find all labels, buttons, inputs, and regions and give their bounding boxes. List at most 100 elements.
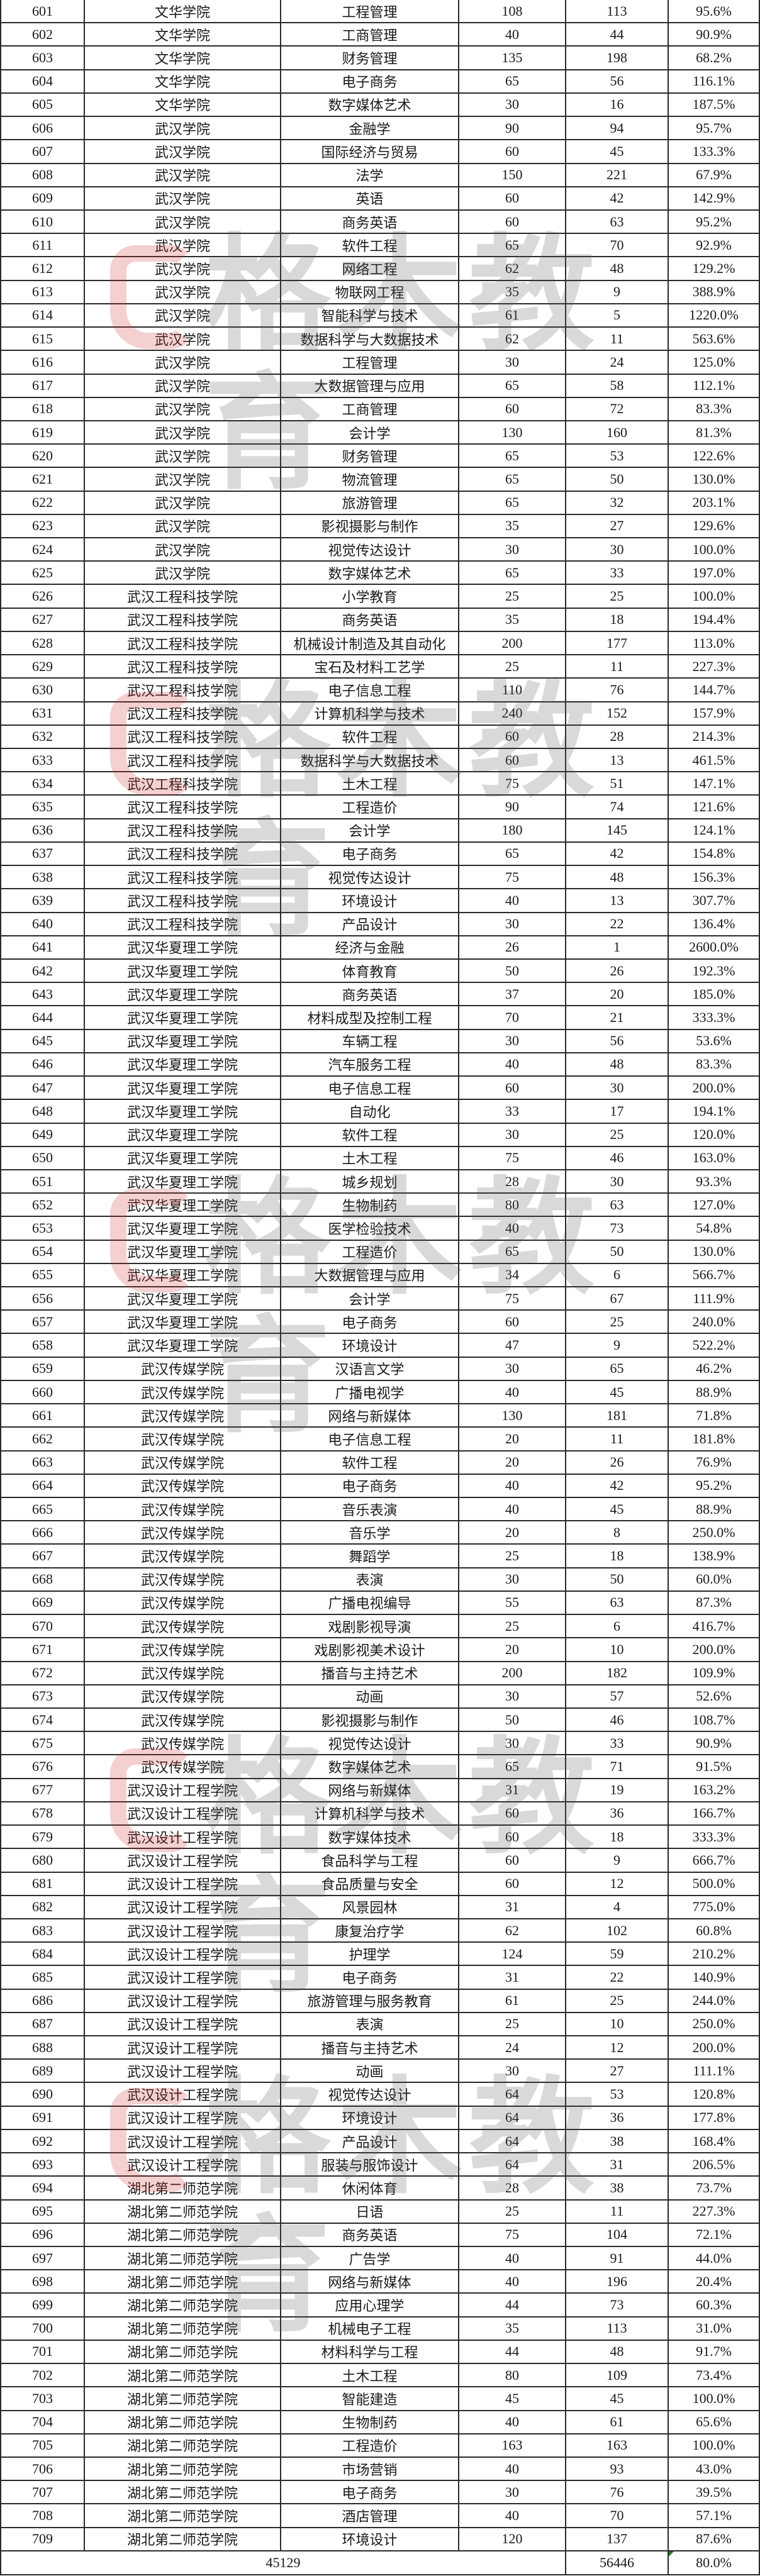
ratio: 194.1% xyxy=(669,1100,760,1123)
school-name: 武汉学院 xyxy=(85,234,281,257)
major-name: 商务英语 xyxy=(281,983,459,1006)
applicant-count: 21 xyxy=(566,1006,669,1029)
ratio: 112.1% xyxy=(669,374,760,397)
major-name: 自动化 xyxy=(281,1100,459,1123)
ratio: 88.9% xyxy=(669,1380,760,1404)
table-row: 620 武汉学院 财务管理 65 53 122.6% xyxy=(0,445,760,469)
school-name: 武汉学院 xyxy=(85,280,281,303)
plan-count: 50 xyxy=(459,1708,566,1731)
row-number: 707 xyxy=(0,2481,85,2504)
major-name: 风景园林 xyxy=(281,1896,459,1918)
table-row: 617 武汉学院 大数据管理与应用 65 58 112.1% xyxy=(0,374,760,398)
ratio: 1220.0% xyxy=(669,304,760,327)
major-name: 软件工程 xyxy=(281,1451,459,1474)
major-name: 网络与新媒体 xyxy=(281,1404,459,1427)
major-name: 广播电视编导 xyxy=(281,1591,459,1614)
table-row: 606 武汉学院 金融学 90 94 95.7% xyxy=(0,117,760,141)
row-number: 612 xyxy=(0,257,85,280)
plan-count: 80 xyxy=(459,2364,566,2387)
major-name: 电子信息工程 xyxy=(281,679,459,701)
applicant-count: 13 xyxy=(566,749,669,772)
plan-count: 65 xyxy=(459,842,566,865)
table-row: 640 武汉工程科技学院 产品设计 30 22 136.4% xyxy=(0,913,760,936)
row-number: 610 xyxy=(0,210,85,233)
ratio-total-cell: 80.0% xyxy=(669,2551,760,2574)
table-row: 709 湖北第二师范学院 环境设计 120 137 87.6% xyxy=(0,2528,760,2551)
table-row: 650 武汉华夏理工学院 土木工程 75 46 163.0% xyxy=(0,1146,760,1170)
table-row: 627 武汉工程科技学院 商务英语 35 18 194.4% xyxy=(0,608,760,632)
school-name: 武汉传媒学院 xyxy=(85,1451,281,1474)
plan-count: 25 xyxy=(459,1545,566,1567)
plan-count: 65 xyxy=(459,374,566,397)
ratio: 127.0% xyxy=(669,1194,760,1216)
applicant-count: 8 xyxy=(566,1521,669,1544)
row-number: 673 xyxy=(0,1685,85,1707)
ratio: 95.6% xyxy=(669,0,760,23)
table-row: 705 湖北第二师范学院 工程造价 163 163 100.0% xyxy=(0,2434,760,2458)
applicant-count: 5 xyxy=(566,304,669,327)
row-number: 605 xyxy=(0,93,85,116)
applicant-count: 38 xyxy=(566,2129,669,2153)
row-number: 650 xyxy=(0,1146,85,1169)
school-name: 武汉工程科技学院 xyxy=(85,842,281,865)
major-name: 视觉传达设计 xyxy=(281,538,459,561)
row-number: 688 xyxy=(0,2036,85,2059)
major-name: 软件工程 xyxy=(281,234,459,257)
table-row: 707 湖北第二师范学院 电子商务 30 76 39.5% xyxy=(0,2481,760,2505)
applicant-count: 22 xyxy=(566,913,669,935)
major-name: 计算机科学与技术 xyxy=(281,702,459,724)
plan-count: 40 xyxy=(459,2247,566,2270)
row-number: 694 xyxy=(0,2177,85,2199)
plan-count: 64 xyxy=(459,2083,566,2106)
plan-count: 40 xyxy=(459,2270,566,2293)
plan-count: 30 xyxy=(459,351,566,374)
row-number: 661 xyxy=(0,1404,85,1427)
plan-count: 30 xyxy=(459,1568,566,1591)
plan-count: 24 xyxy=(459,2036,566,2059)
school-name: 武汉传媒学院 xyxy=(85,1755,281,1778)
row-number: 684 xyxy=(0,1943,85,1965)
row-number: 642 xyxy=(0,959,85,982)
school-name: 武汉华夏理工学院 xyxy=(85,1263,281,1287)
plan-count: 47 xyxy=(459,1334,566,1357)
applicant-count: 74 xyxy=(566,796,669,818)
major-name: 数据科学与大数据技术 xyxy=(281,328,459,350)
ratio: 185.0% xyxy=(669,983,760,1006)
row-number: 633 xyxy=(0,749,85,772)
table-row: 662 武汉传媒学院 电子信息工程 20 11 181.8% xyxy=(0,1428,760,1452)
school-name: 武汉学院 xyxy=(85,351,281,374)
row-number: 677 xyxy=(0,1779,85,1801)
row-number: 704 xyxy=(0,2411,85,2433)
table-row: 683 武汉设计工程学院 康复治疗学 62 102 60.8% xyxy=(0,1919,760,1943)
major-name: 土木工程 xyxy=(281,1146,459,1169)
plan-count: 61 xyxy=(459,1989,566,2012)
applicant-count: 18 xyxy=(566,1545,669,1567)
ratio: 53.6% xyxy=(669,1030,760,1052)
applicant-count: 31 xyxy=(566,2153,669,2176)
major-name: 表演 xyxy=(281,2012,459,2036)
ratio: 250.0% xyxy=(669,1521,760,1544)
major-name: 表演 xyxy=(281,1568,459,1591)
row-number: 621 xyxy=(0,468,85,491)
plan-count: 45 xyxy=(459,2387,566,2410)
major-name: 环境设计 xyxy=(281,2528,459,2550)
ratio: 81.3% xyxy=(669,421,760,444)
major-name: 宝石及材料工艺学 xyxy=(281,655,459,678)
table-row: 672 武汉传媒学院 播音与主持艺术 200 182 109.9% xyxy=(0,1662,760,1685)
table-row: 663 武汉传媒学院 软件工程 20 26 76.9% xyxy=(0,1451,760,1475)
plan-count: 60 xyxy=(459,725,566,748)
row-number: 664 xyxy=(0,1474,85,1497)
major-name: 电子信息工程 xyxy=(281,1428,459,1450)
row-number: 670 xyxy=(0,1615,85,1638)
major-name: 电子商务 xyxy=(281,2481,459,2504)
major-name: 戏剧影视导演 xyxy=(281,1615,459,1638)
ratio: 109.9% xyxy=(669,1662,760,1684)
table-row: 623 武汉学院 影视摄影与制作 35 27 129.6% xyxy=(0,514,760,539)
ratio: 142.9% xyxy=(669,187,760,209)
applicant-count: 45 xyxy=(566,1498,669,1521)
school-name: 武汉学院 xyxy=(85,187,281,209)
school-name: 武汉设计工程学院 xyxy=(85,1966,281,1989)
applicant-count: 104 xyxy=(566,2223,669,2246)
table-row: 611 武汉学院 软件工程 65 70 92.9% xyxy=(0,234,760,258)
ratio: 566.7% xyxy=(669,1263,760,1287)
